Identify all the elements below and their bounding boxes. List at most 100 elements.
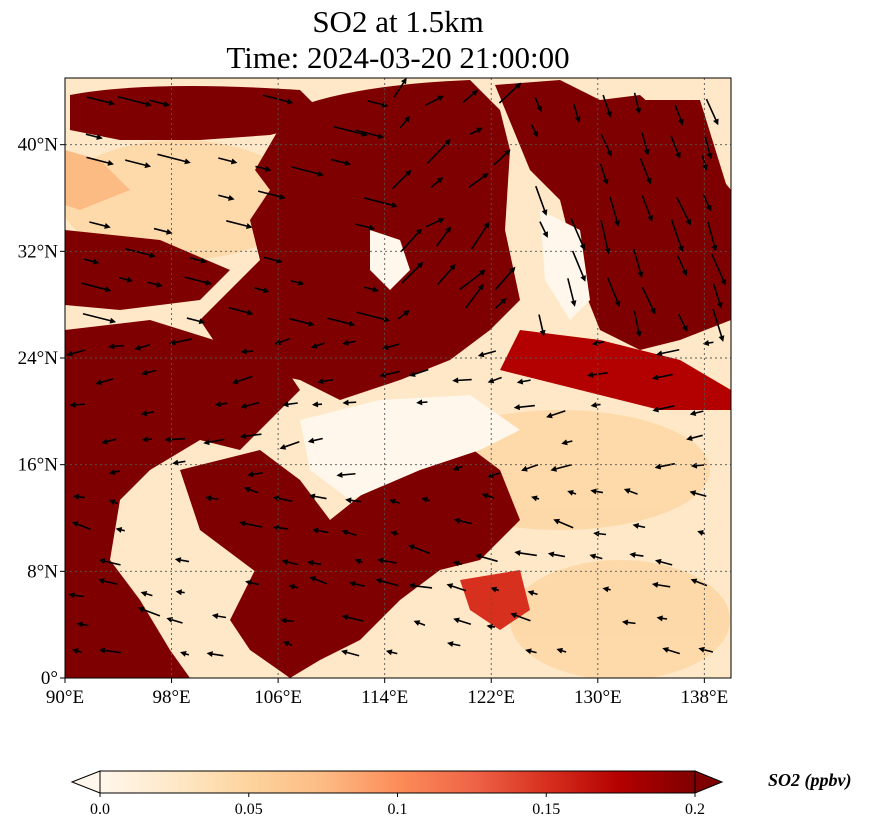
wind-arrow [408,582,433,589]
colorbar-tick-label: 0.1 [388,801,408,818]
wind-arrow [641,286,656,315]
wind-arrow [430,177,444,189]
wind-arrow [670,219,684,253]
colorbar-gradient [99,770,696,794]
wind-arrow [69,401,86,408]
wind-arrow [354,558,363,565]
wind-arrow [514,550,537,557]
wind-arrow [290,279,305,286]
wind-arrow [707,221,718,252]
wind-arrow [140,410,155,417]
wind-arrow [282,401,298,408]
wind-arrow [623,488,638,495]
wind-arrow [147,281,163,288]
wind-arrow [447,641,461,648]
wind-arrow [82,312,117,324]
wind-arrow [391,169,412,190]
wind-arrow [599,163,609,186]
wind-arrow [399,115,411,129]
wind-arrow [218,157,238,165]
wind-arrow [393,78,407,98]
wind-arrow [108,499,118,506]
wind-arrow [490,586,500,593]
wind-arrow [425,95,445,106]
wind-arrow [705,98,719,126]
wind-arrow [639,158,652,185]
wind-arrow [341,649,360,657]
wind-arrow [546,410,566,419]
wind-arrow [462,89,479,104]
wind-arrow [516,378,531,385]
colorbar-extend-min [70,770,101,794]
wind-arrow [71,521,91,531]
wind-arrow [89,221,111,229]
wind-arrow [674,104,684,126]
wind-arrow [621,619,636,626]
wind-arrow [475,553,498,563]
wind-arrow [641,132,650,156]
wind-arrow [632,523,646,529]
wind-arrow [174,557,190,564]
y-tick-label: 16°N [18,455,59,476]
wind-arrow [342,339,357,346]
wind-arrow [459,269,486,291]
wind-arrow [701,155,708,171]
wind-vectors [66,78,727,658]
colorbar-tick-label: 0.15 [532,801,560,818]
wind-arrow [590,402,601,408]
wind-arrow [677,313,688,332]
wind-arrow [656,615,668,622]
wind-arrow [401,261,424,284]
wind-arrow [117,95,152,107]
wind-arrow [400,228,423,253]
wind-arrow [389,498,400,505]
wind-arrow [377,557,397,564]
wind-arrow [367,100,389,108]
colorbar: 0.0 0.05 0.1 0.15 0.2 [70,770,724,818]
wind-arrow [606,277,621,308]
wind-arrow [561,439,573,446]
wind-arrow [425,218,445,228]
colorbar-label: SO2 (ppbv) [768,770,852,790]
wind-arrow [245,579,259,586]
wind-arrow [137,606,161,617]
wind-arrow [534,96,543,113]
wind-arrow [310,342,325,349]
wind-arrow [397,310,410,320]
wind-arrow [68,592,84,599]
wind-arrow [341,614,364,622]
wind-arrow [282,640,293,647]
wind-arrow [481,492,495,499]
wind-arrow [72,493,86,500]
wind-arrow [101,438,117,445]
wind-arrow [556,647,567,654]
wind-arrow [164,436,186,443]
x-tick-label: 90°E [46,687,84,708]
wind-arrow [95,378,114,386]
wind-arrow [157,153,191,165]
wind-arrow [98,558,121,566]
wind-arrow [567,490,577,496]
y-tick-label: 40°N [18,135,59,156]
y-tick-label: 8°N [27,561,58,582]
wind-arrow [698,646,714,653]
wind-arrow [633,248,644,278]
wind-arrow [330,158,352,166]
wind-arrow [452,377,472,384]
wind-arrow [153,227,173,235]
wind-arrow [228,307,254,316]
colorbar-tick-label: 0.2 [685,801,705,818]
wind-arrow [125,159,152,169]
wind-arrow [390,530,399,537]
wind-arrow [81,282,112,293]
wind-arrow [655,558,673,566]
wind-arrow [468,172,489,189]
x-tick-label: 114°E [361,687,408,708]
wind-arrow [364,286,379,293]
wind-arrow [408,544,431,555]
wind-arrow [600,219,611,255]
wind-arrow [702,340,714,346]
wind-arrow [83,258,100,265]
colorbar-tick-label: 0.05 [235,801,263,818]
